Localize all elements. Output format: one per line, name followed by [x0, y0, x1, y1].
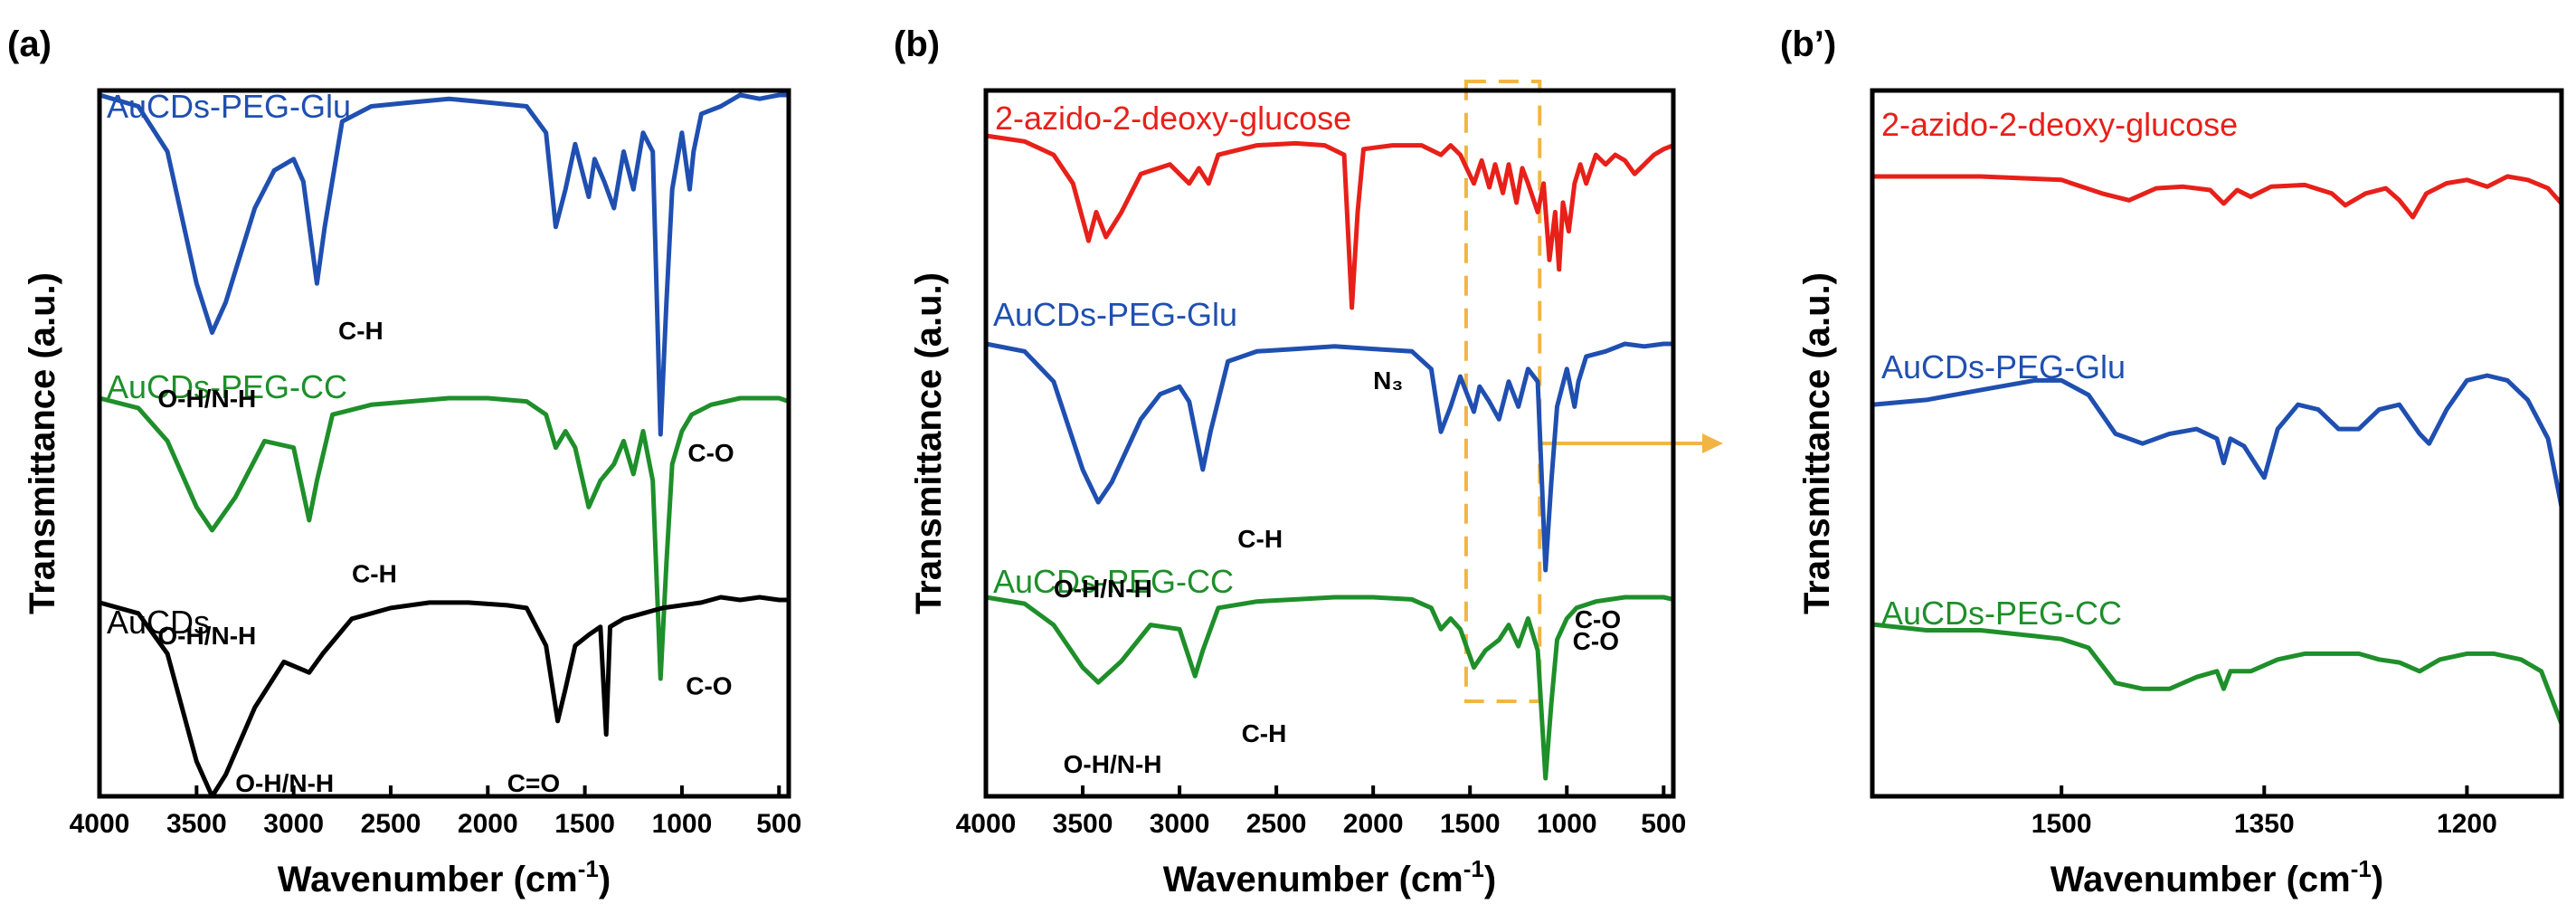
x-tick-label: 1500 [554, 809, 615, 839]
x-tick-label: 1000 [652, 809, 713, 839]
series-line [97, 92, 791, 437]
x-axis-title: Wavenumber (cm-1) [2050, 855, 2383, 899]
x-tick-label: 2000 [1343, 809, 1404, 839]
x-tick-label: 2500 [361, 809, 421, 839]
x-axis-title: Wavenumber (cm-1) [1163, 855, 1496, 899]
legend-label: 2-azido-2-deoxy-glucose [995, 100, 1351, 137]
x-tick-label: 4000 [70, 809, 130, 839]
zoom-arrow-head [1702, 433, 1723, 453]
x-tick-label: 1500 [1440, 809, 1501, 839]
x-axis-title-main: Wavenumber (cm [2050, 860, 2351, 899]
x-tick-label: 500 [1641, 809, 1686, 839]
legend-label: AuCDs-PEG-CC [1881, 595, 2122, 632]
legend-label: AuCDs [107, 604, 210, 641]
x-tick-label: 4000 [956, 809, 1017, 839]
x-tick-label: 1350 [2234, 809, 2295, 839]
x-axis-title-sup: -1 [578, 855, 599, 882]
peak-label: C-H [338, 317, 384, 345]
x-axis-title-sup: -1 [2351, 855, 2372, 882]
x-axis-title-end: ) [2372, 860, 2383, 899]
peak-label: C-H [1237, 525, 1283, 553]
x-axis-title-end: ) [599, 860, 611, 899]
peak-label: C-O [1573, 627, 1619, 655]
peak-label: C-H [1242, 719, 1287, 747]
y-axis-title: Transmittance (a.u.) [909, 272, 949, 614]
y-axis-title: Transmittance (a.u.) [23, 272, 62, 614]
peak-label: O-H/N-H [157, 622, 256, 650]
series-line [983, 595, 1676, 781]
x-axis-title-end: ) [1484, 860, 1496, 899]
plot-frame [1870, 88, 2564, 799]
x-axis-title-main: Wavenumber (cm [1163, 860, 1463, 899]
x-tick-label: 3500 [166, 809, 227, 839]
peak-label: O-H/N-H [1064, 750, 1162, 778]
series-line [1870, 373, 2564, 509]
series-line [97, 595, 791, 799]
series-line [983, 341, 1676, 573]
x-tick-label: 1200 [2437, 809, 2497, 839]
x-tick-label: 500 [756, 809, 801, 839]
x-axis-title-main: Wavenumber (cm [278, 860, 578, 899]
peak-label: O-H/N-H [157, 385, 256, 413]
x-tick-label: 1000 [1537, 809, 1597, 839]
peak-label: C-O [1575, 605, 1621, 633]
series-line [983, 133, 1676, 310]
peak-label: O-H/N-H [1054, 575, 1152, 603]
peak-label: N₃ [1373, 366, 1403, 395]
legend-label: AuCDs-PEG-Glu [107, 88, 351, 125]
x-tick-label: 1500 [2031, 809, 2092, 839]
plot-frame [97, 88, 791, 799]
peak-label: C-H [352, 560, 397, 588]
peak-label: O-H/N-H [235, 769, 334, 797]
plot-frame [983, 88, 1676, 799]
x-tick-label: 3500 [1053, 809, 1113, 839]
legend-label: AuCDs-PEG-Glu [993, 296, 1237, 333]
x-axis-title-sup: -1 [1463, 855, 1484, 882]
peak-label: C=O [507, 769, 560, 797]
legend-label: AuCDs-PEG-Glu [1881, 348, 2126, 385]
panel-1: (a)AuCDs-PEG-GluAuCDs-PEG-CCAuCDsO-H/N-H… [7, 24, 801, 899]
y-axis-title: Transmittance (a.u.) [1797, 272, 1837, 614]
series-line [1870, 622, 2564, 727]
legend-label: 2-azido-2-deoxy-glucose [1881, 106, 2238, 143]
legend-label: AuCDs-PEG-CC [107, 368, 347, 405]
x-tick-label: 3000 [263, 809, 324, 839]
peak-label: C-O [687, 439, 734, 467]
x-tick-label: 2500 [1246, 809, 1307, 839]
x-tick-label: 3000 [1150, 809, 1210, 839]
panel-2: (b) 2-azido-2-deoxy-glucose AuCDs-PEG-Glu A… [894, 24, 1723, 899]
panel-3: (b’) 2-azido-2-deoxy-glucose AuCDs-PEG-Glu… [1780, 24, 2564, 899]
series-line [1870, 174, 2564, 220]
panel-label: (b) [894, 24, 940, 64]
peak-label: C-O [686, 672, 732, 700]
panel-label: (b’) [1780, 24, 1836, 64]
panel-label: (a) [7, 24, 52, 64]
legend-label: AuCDs-PEG-CC [993, 563, 1234, 600]
x-axis-title: Wavenumber (cm-1) [278, 855, 611, 899]
series-line [97, 395, 791, 681]
x-tick-label: 2000 [458, 809, 518, 839]
